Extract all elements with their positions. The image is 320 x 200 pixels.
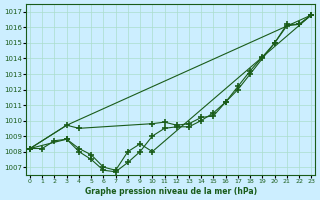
X-axis label: Graphe pression niveau de la mer (hPa): Graphe pression niveau de la mer (hPa) — [84, 187, 257, 196]
